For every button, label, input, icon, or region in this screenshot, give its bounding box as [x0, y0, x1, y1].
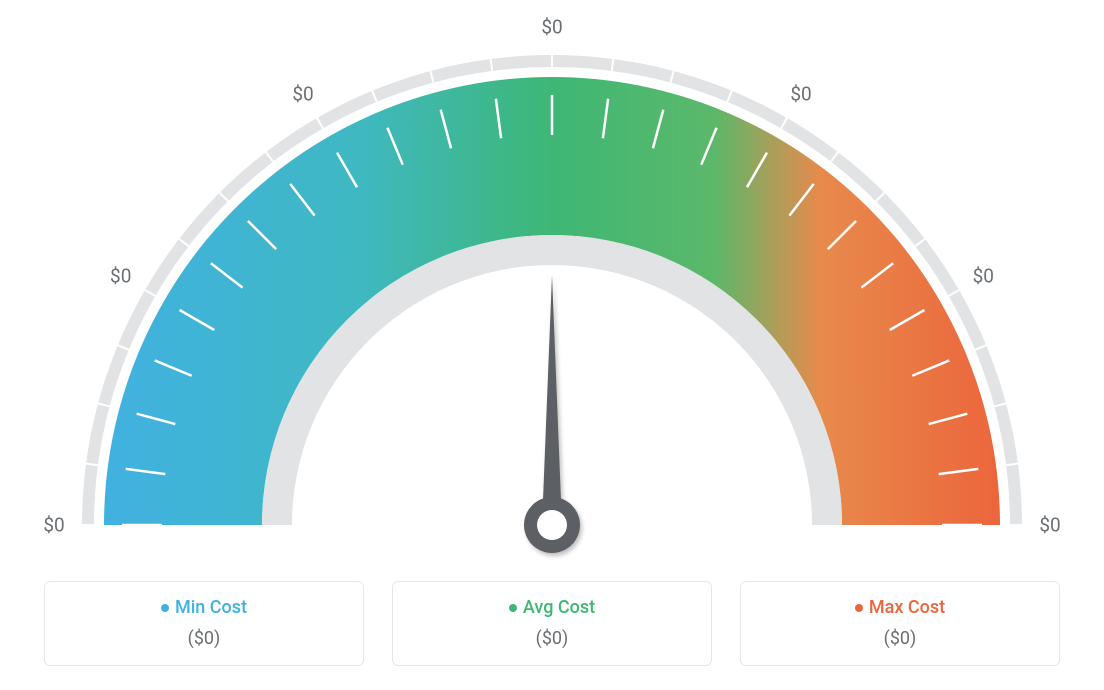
legend-dot-max: [855, 604, 863, 612]
gauge-needle: [524, 275, 580, 553]
legend-value-avg: ($0): [403, 628, 701, 649]
legend-card-avg: Avg Cost ($0): [392, 581, 712, 666]
legend-card-min: Min Cost ($0): [44, 581, 364, 666]
gauge-tick-label: $0: [790, 82, 811, 105]
gauge-tick-label: $0: [1039, 514, 1060, 537]
gauge-svg: [0, 0, 1104, 560]
gauge-tick-label: $0: [110, 265, 131, 288]
gauge-tick-label: $0: [541, 16, 562, 39]
gauge-chart: $0 $0 $0 $0 $0 $0 $0: [0, 0, 1104, 560]
legend-dot-avg: [509, 604, 517, 612]
legend-row: Min Cost ($0) Avg Cost ($0) Max Cost ($0…: [0, 581, 1104, 666]
legend-value-max: ($0): [751, 628, 1049, 649]
legend-title-min: Min Cost: [55, 596, 353, 618]
gauge-tick-label: $0: [973, 265, 994, 288]
legend-dot-min: [161, 604, 169, 612]
legend-title-avg: Avg Cost: [403, 596, 701, 618]
legend-card-max: Max Cost ($0): [740, 581, 1060, 666]
legend-label-max: Max Cost: [869, 597, 945, 618]
legend-value-min: ($0): [55, 628, 353, 649]
gauge-tick-label: $0: [292, 82, 313, 105]
gauge-tick-label: $0: [43, 514, 64, 537]
legend-label-min: Min Cost: [175, 597, 247, 618]
legend-title-max: Max Cost: [751, 596, 1049, 618]
legend-label-avg: Avg Cost: [523, 597, 595, 618]
